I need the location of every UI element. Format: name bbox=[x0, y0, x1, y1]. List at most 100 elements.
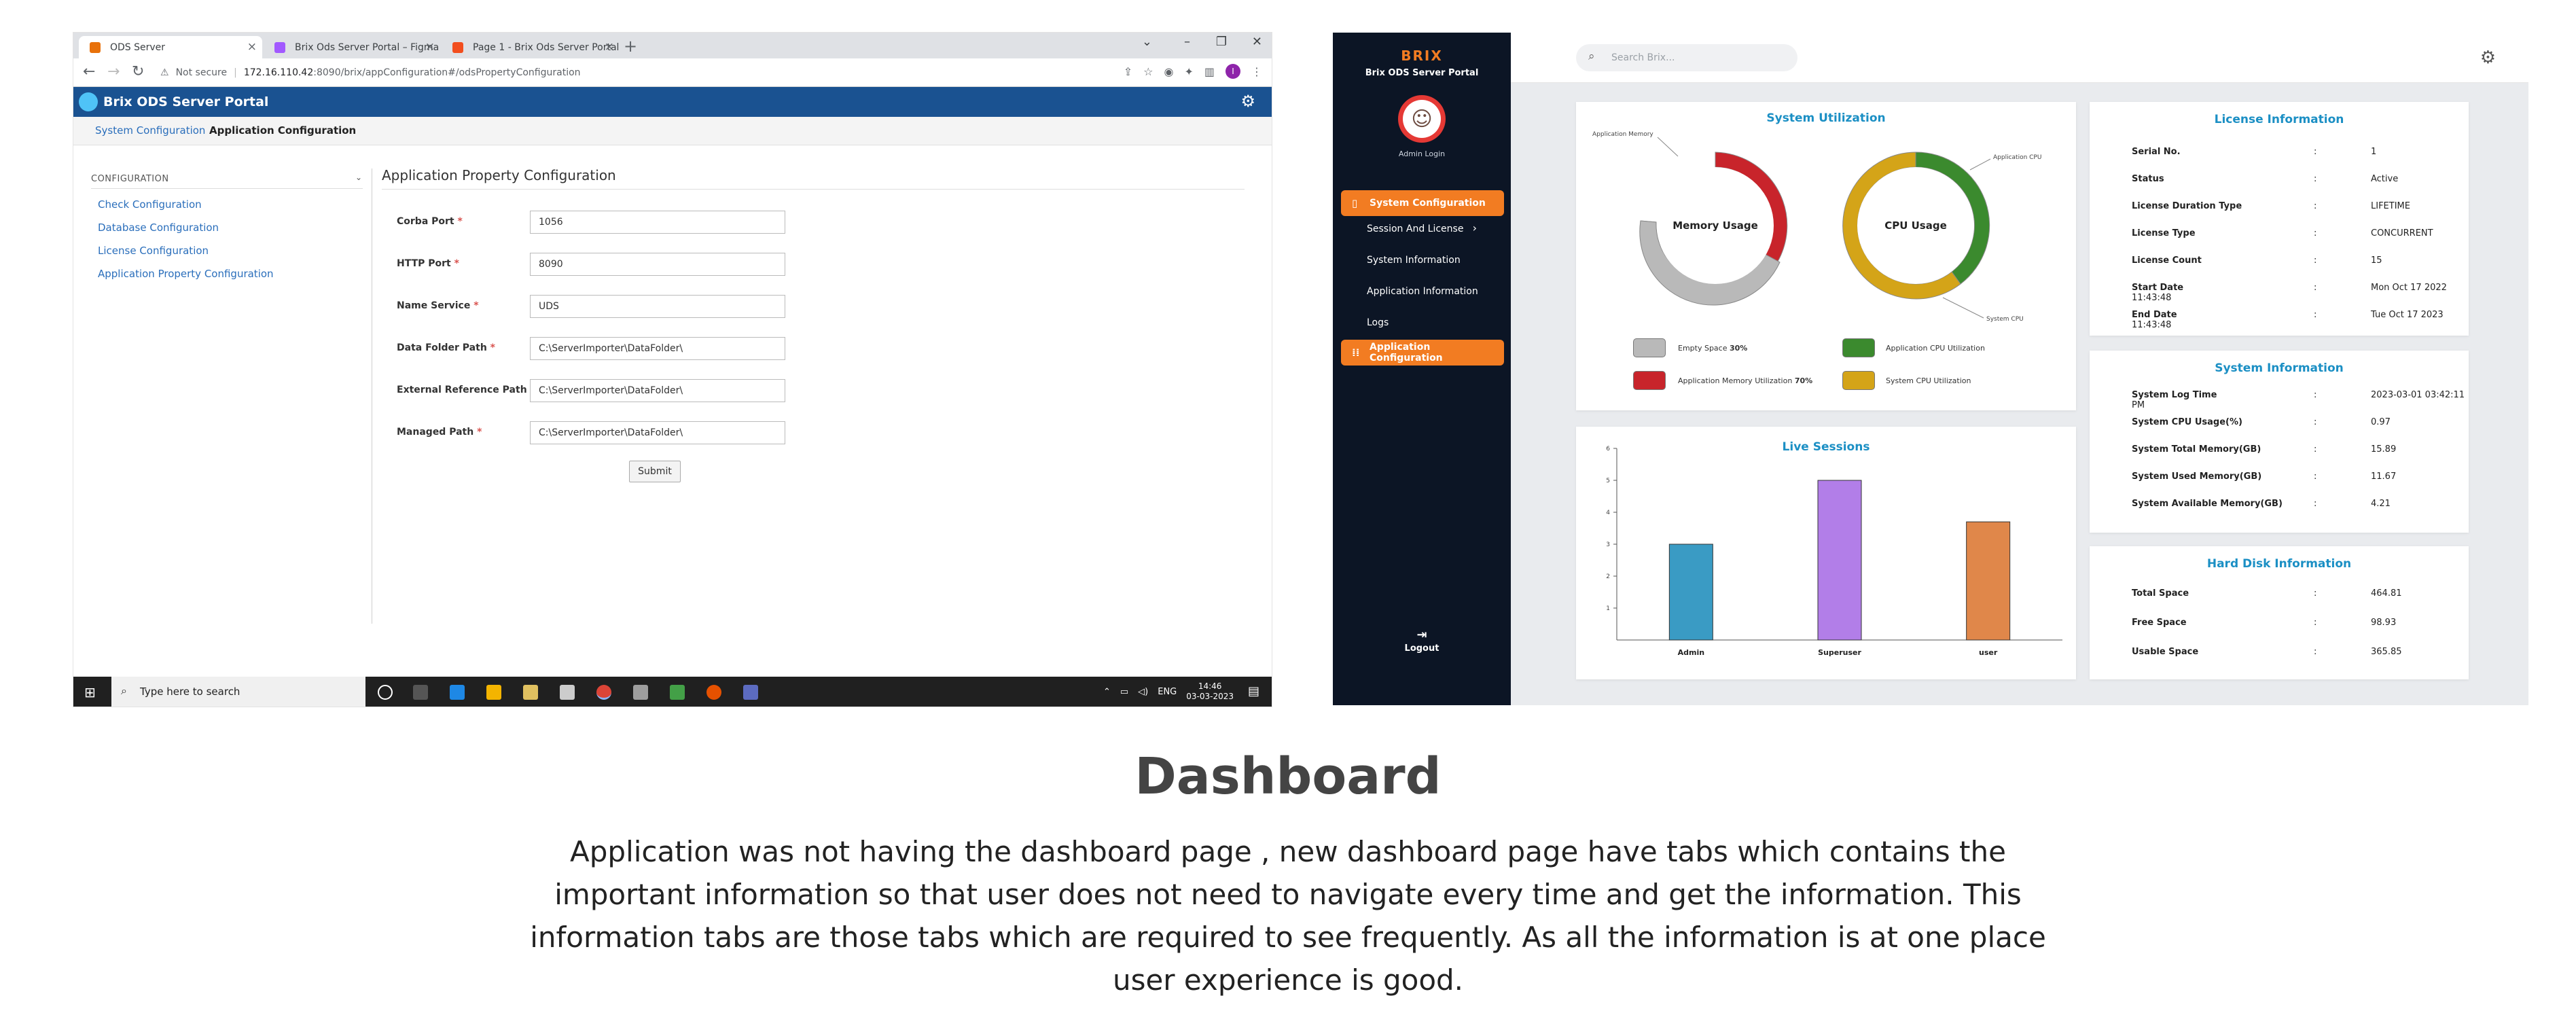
edge-icon[interactable] bbox=[450, 685, 465, 700]
sidepanel-icon[interactable]: ▥ bbox=[1204, 65, 1215, 78]
volume-icon[interactable]: ◁) bbox=[1138, 686, 1149, 697]
info-value: 4.21 bbox=[2371, 499, 2391, 509]
sidebar-item-system-information[interactable]: System Information bbox=[1341, 247, 1504, 273]
http-port-field[interactable]: 8090 bbox=[530, 253, 785, 276]
system-tray: ⌃ ▭ ◁) ENG 14:46 03-03-2023 bbox=[1103, 677, 1234, 707]
info-key: Status bbox=[2132, 174, 2164, 184]
forward-arrow-icon[interactable]: → bbox=[107, 63, 120, 80]
star-icon[interactable]: ☆ bbox=[1143, 65, 1153, 78]
language-indicator[interactable]: ENG bbox=[1158, 686, 1177, 697]
app-title: Brix ODS Server Portal bbox=[103, 94, 269, 109]
clock-date: 03-03-2023 bbox=[1186, 692, 1234, 701]
sidebar-item-system-configuration[interactable]: ▯ System Configuration bbox=[1341, 190, 1504, 216]
store-icon[interactable] bbox=[523, 685, 538, 700]
data-folder-path-field[interactable]: C:\ServerImporter\DataFolder\ bbox=[530, 337, 785, 360]
info-separator: : bbox=[2314, 647, 2317, 657]
sidebar-item-application-information[interactable]: Application Information bbox=[1341, 279, 1504, 304]
sidebar-link-check-configuration[interactable]: Check Configuration bbox=[98, 198, 202, 211]
close-icon[interactable]: × bbox=[604, 40, 614, 54]
form-title: Application Property Configuration bbox=[382, 167, 1245, 190]
minimize-icon[interactable]: – bbox=[1184, 35, 1190, 49]
windows-start-icon[interactable]: ⊞ bbox=[84, 684, 96, 700]
external-reference-path-field[interactable]: C:\ServerImporter\DataFolder\ bbox=[530, 379, 785, 402]
clock[interactable]: 14:46 03-03-2023 bbox=[1186, 681, 1234, 702]
card-title: System Utilization bbox=[1766, 111, 1886, 125]
cortana-icon[interactable] bbox=[378, 685, 393, 700]
sidebar-section-title: CONFIGURATION bbox=[91, 174, 363, 189]
user-avatar-icon: ☺ bbox=[1403, 100, 1441, 138]
sidebar-link-database-configuration[interactable]: Database Configuration bbox=[98, 221, 219, 234]
share-icon[interactable]: ⇪ bbox=[1123, 65, 1133, 78]
sidebar-item-label: Application Information bbox=[1367, 286, 1478, 297]
managed-path-field[interactable]: C:\ServerImporter\DataFolder\ bbox=[530, 421, 785, 444]
restore-icon[interactable]: ❐ bbox=[1215, 35, 1227, 49]
old-app-screenshot: ODS Server × Brix Ods Server Portal – Fi… bbox=[73, 33, 1272, 707]
app-icon[interactable] bbox=[633, 685, 648, 700]
info-key: System Log Time bbox=[2132, 390, 2217, 400]
card-title: System Information bbox=[2215, 361, 2344, 375]
card-title: Hard Disk Information bbox=[2206, 557, 2352, 571]
sidebar-item-label: Session And License bbox=[1367, 224, 1464, 234]
file-explorer-icon[interactable] bbox=[486, 685, 501, 700]
network-icon[interactable]: ▭ bbox=[1120, 686, 1129, 697]
search-input[interactable]: ⌕ Search Brix... bbox=[1576, 44, 1797, 71]
info-value: 464.81 bbox=[2371, 588, 2402, 599]
submit-button[interactable]: Submit bbox=[629, 461, 681, 482]
browser-tab-page1[interactable]: Page 1 - Brix Ods Server Portal × bbox=[442, 36, 620, 58]
info-key: Serial No. bbox=[2132, 147, 2181, 157]
taskbar-search[interactable]: ⌕ Type here to search bbox=[111, 677, 365, 707]
info-value: CONCURRENT bbox=[2371, 228, 2433, 238]
info-key: End Date bbox=[2132, 310, 2177, 320]
menu-system-configuration[interactable]: System Configuration bbox=[95, 124, 206, 137]
more-menu-icon[interactable]: ⋮ bbox=[1251, 65, 1262, 78]
close-icon[interactable]: × bbox=[425, 40, 435, 54]
extensions-icon[interactable]: ✦ bbox=[1184, 65, 1194, 78]
gear-icon[interactable]: ⚙ bbox=[2480, 48, 2496, 68]
browser-tab-ods-server[interactable]: ODS Server × bbox=[79, 36, 262, 58]
y-tick-label: 3 bbox=[1606, 541, 1610, 548]
chrome-icon[interactable] bbox=[596, 685, 611, 700]
figma-favicon-icon bbox=[452, 42, 463, 53]
chevron-up-icon[interactable]: ⌃ bbox=[1103, 686, 1111, 697]
media-icon[interactable]: ◉ bbox=[1164, 65, 1174, 78]
browser-tab-figma[interactable]: Brix Ods Server Portal – Figma × bbox=[264, 36, 440, 58]
collapse-caret-icon[interactable]: ⌄ bbox=[355, 173, 362, 182]
sidebar-link-license-configuration[interactable]: License Configuration bbox=[98, 245, 209, 257]
gear-icon[interactable]: ⚙ bbox=[1240, 92, 1255, 111]
sidebar-item-application-configuration[interactable]: ⁞⁞ Application Configuration bbox=[1341, 340, 1504, 366]
info-value: LIFETIME bbox=[2371, 201, 2410, 211]
info-row: System Log Time:2023-03-01 03:42:11 PM bbox=[2132, 390, 2469, 410]
menu-application-configuration[interactable]: Application Configuration bbox=[209, 124, 357, 137]
teams-icon[interactable] bbox=[743, 685, 758, 700]
card-title: License Information bbox=[2214, 113, 2344, 126]
live-sessions-chart: 1 2 3 4 5 6 Admin Superuser user bbox=[1606, 446, 2062, 657]
sidebar-item-session-and-license[interactable]: Session And License › bbox=[1341, 216, 1504, 242]
sidebar-item-logs[interactable]: Logs bbox=[1341, 310, 1504, 336]
task-view-icon[interactable] bbox=[413, 685, 428, 700]
y-tick-label: 1 bbox=[1606, 605, 1610, 612]
window-close-icon[interactable]: ✕ bbox=[1251, 35, 1262, 49]
memory-callout-line bbox=[1657, 137, 1679, 157]
tab-label: Brix Ods Server Portal – Figma bbox=[295, 41, 440, 53]
mail-icon[interactable] bbox=[560, 685, 575, 700]
info-separator: : bbox=[2314, 588, 2317, 599]
notification-icon[interactable]: ▤ bbox=[1247, 684, 1259, 698]
new-tab-icon[interactable]: + bbox=[624, 37, 638, 56]
url-field[interactable]: ⚠ Not secure | 172.16.110.42:8090/brix/a… bbox=[160, 64, 1139, 82]
info-row: System CPU Usage(%): 0.97 bbox=[2132, 417, 2391, 427]
avatar[interactable]: ☺ bbox=[1398, 95, 1446, 143]
reload-icon[interactable]: ↻ bbox=[132, 63, 145, 80]
name-service-field[interactable]: UDS bbox=[530, 295, 785, 318]
logout-button[interactable]: ⇥ Logout bbox=[1333, 628, 1511, 654]
logout-label: Logout bbox=[1404, 643, 1439, 654]
utilization-donuts: Memory Usage CPU Usage Application Memor… bbox=[1592, 131, 2041, 323]
back-arrow-icon[interactable]: ← bbox=[83, 63, 96, 80]
sheets-icon[interactable] bbox=[670, 685, 685, 700]
profile-avatar[interactable]: I bbox=[1226, 64, 1240, 79]
close-icon[interactable]: × bbox=[247, 40, 257, 54]
tab-search-icon[interactable]: ⌄ bbox=[1141, 35, 1152, 49]
sidebar-link-application-property-configuration[interactable]: Application Property Configuration bbox=[98, 268, 274, 280]
corba-port-field[interactable]: 1056 bbox=[530, 211, 785, 234]
app-icon[interactable] bbox=[706, 685, 721, 700]
